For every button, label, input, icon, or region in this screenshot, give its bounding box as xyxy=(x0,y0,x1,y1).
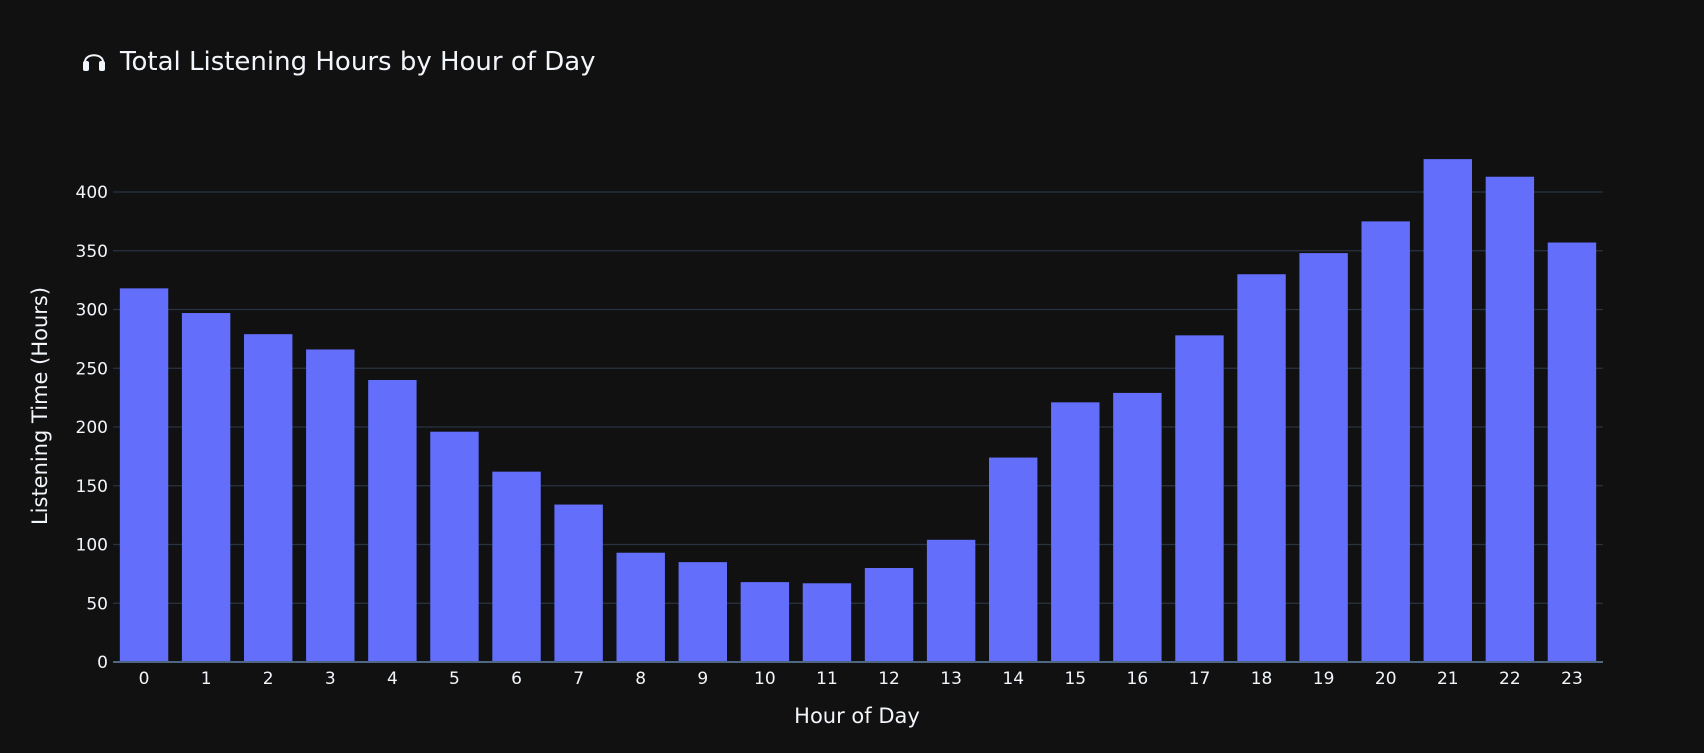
y-tick-label: 100 xyxy=(76,536,108,556)
grid-lines xyxy=(113,191,1603,604)
bar[interactable] xyxy=(1237,274,1286,662)
headphones-icon xyxy=(83,54,105,71)
bar[interactable] xyxy=(430,431,479,662)
bar[interactable] xyxy=(616,552,665,662)
x-tick-label: 5 xyxy=(449,669,460,689)
bar[interactable] xyxy=(1175,335,1224,662)
y-tick-label: 50 xyxy=(86,594,108,614)
x-tick-label: 6 xyxy=(511,669,522,689)
y-tick-label: 350 xyxy=(76,242,108,262)
x-tick-label: 8 xyxy=(635,669,646,689)
x-tick-label: 23 xyxy=(1561,669,1583,689)
bar[interactable] xyxy=(740,582,790,662)
bar[interactable] xyxy=(926,539,976,662)
bar[interactable] xyxy=(1485,176,1535,662)
x-tick-label: 15 xyxy=(1064,669,1086,689)
bar[interactable] xyxy=(802,583,852,662)
y-tick-label: 300 xyxy=(76,301,108,321)
bar[interactable] xyxy=(1051,402,1100,662)
bar[interactable] xyxy=(554,504,603,662)
y-tick-label: 0 xyxy=(97,653,108,673)
x-axis-label: Hour of Day xyxy=(794,704,920,728)
x-tick-label: 0 xyxy=(139,669,150,689)
x-tick-label: 13 xyxy=(940,669,962,689)
bar[interactable] xyxy=(306,349,355,662)
bar[interactable] xyxy=(988,457,1038,662)
x-tick-label: 17 xyxy=(1189,669,1211,689)
y-tick-label: 150 xyxy=(76,477,108,497)
bar[interactable] xyxy=(1423,159,1473,662)
bar[interactable] xyxy=(492,471,541,662)
chart-title-group: Total Listening Hours by Hour of Day xyxy=(83,47,596,77)
x-tick-label: 20 xyxy=(1375,669,1397,689)
bars xyxy=(119,159,1597,662)
x-tick-label: 16 xyxy=(1127,669,1149,689)
y-tick-label: 250 xyxy=(76,359,108,379)
x-tick-label: 2 xyxy=(263,669,274,689)
bar[interactable] xyxy=(368,380,417,662)
bar[interactable] xyxy=(864,568,914,662)
x-tick-label: 21 xyxy=(1437,669,1459,689)
y-axis-label: Listening Time (Hours) xyxy=(28,287,52,525)
x-tick-label: 10 xyxy=(754,669,776,689)
x-tick-label: 9 xyxy=(697,669,708,689)
x-tick-label: 18 xyxy=(1251,669,1273,689)
x-tick-label: 14 xyxy=(1002,669,1024,689)
bar[interactable] xyxy=(1547,242,1597,662)
x-tick-label: 11 xyxy=(816,669,838,689)
bar[interactable] xyxy=(678,562,728,662)
x-tick-label: 19 xyxy=(1313,669,1335,689)
x-tick-label: 4 xyxy=(387,669,398,689)
bar[interactable] xyxy=(119,288,169,662)
x-tick-label: 3 xyxy=(325,669,336,689)
bar[interactable] xyxy=(1299,253,1348,662)
bar[interactable] xyxy=(181,313,231,662)
chart-title: Total Listening Hours by Hour of Day xyxy=(119,47,596,77)
x-tick-label: 7 xyxy=(573,669,584,689)
y-tick-label: 200 xyxy=(76,418,108,438)
bar[interactable] xyxy=(243,334,293,662)
x-tick-label: 12 xyxy=(878,669,900,689)
x-tick-label: 1 xyxy=(201,669,212,689)
bar[interactable] xyxy=(1113,392,1162,662)
bar[interactable] xyxy=(1361,221,1410,662)
x-tick-label: 22 xyxy=(1499,669,1521,689)
y-tick-label: 400 xyxy=(76,183,108,203)
